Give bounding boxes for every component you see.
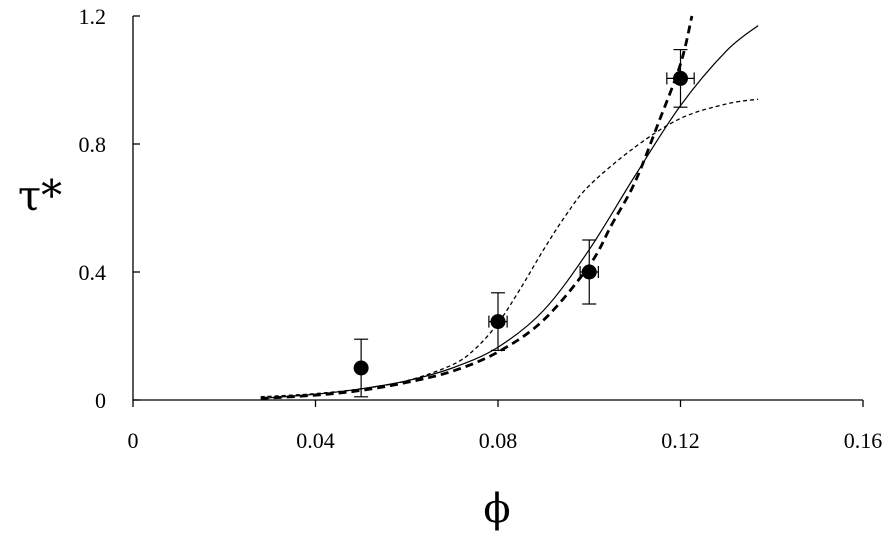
x-tick-label: 0 [128, 428, 139, 453]
data-point-group [579, 239, 599, 305]
data-points [353, 48, 695, 398]
y-tick-label: 0.4 [79, 260, 107, 285]
data-point-group [666, 48, 695, 108]
x-tick-label: 0.12 [661, 428, 700, 453]
y-tick-label: 0 [95, 388, 106, 413]
x-axis-title: ϕ [483, 486, 510, 532]
plot-area: 0 0.04 0.08 0.12 0.16 0 0.4 0.8 1.2 [79, 4, 883, 453]
data-point-marker [581, 264, 597, 280]
x-tick-label: 0.04 [296, 428, 335, 453]
y-axis-ticks: 0 0.4 0.8 1.2 [79, 4, 140, 413]
thick-dashed-curve [260, 15, 694, 400]
x-axis-ticks: 0 0.04 0.08 0.12 0.16 [128, 400, 883, 453]
x-tick-label: 0.16 [844, 428, 883, 453]
y-axis-title: τ* [18, 171, 62, 220]
x-tick-label: 0.08 [479, 428, 518, 453]
data-point-marker [353, 360, 369, 376]
data-point-group [488, 292, 508, 351]
y-tick-label: 0.8 [79, 132, 107, 157]
data-point-group [353, 338, 369, 398]
data-point-marker [673, 70, 688, 86]
thin-dashed-curve [260, 98, 759, 398]
y-tick-label: 1.2 [79, 4, 107, 29]
data-point-marker [490, 314, 506, 330]
